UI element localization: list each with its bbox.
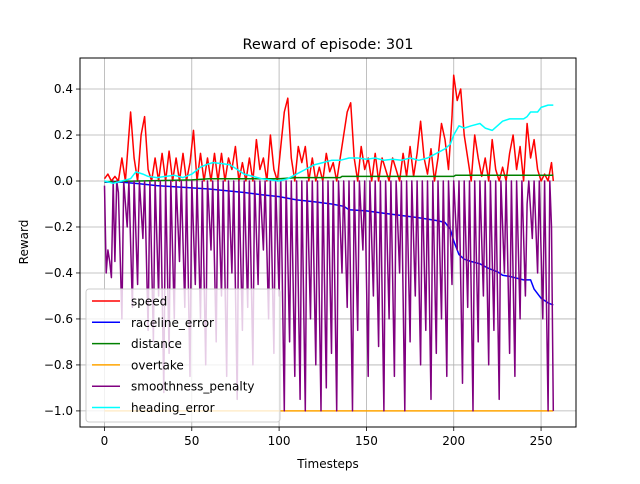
y-axis-label: Reward xyxy=(17,220,31,265)
x-tick-label: 0 xyxy=(101,434,109,448)
x-tick-label: 250 xyxy=(530,434,553,448)
legend-label-distance: distance xyxy=(131,337,182,351)
series-line-speed xyxy=(103,74,555,182)
y-axis-ticks: −1.0 −0.8 −0.6 −0.4 −0.2 0.0 0.2 0.4 xyxy=(44,82,80,418)
plot-area-frame xyxy=(79,57,577,428)
x-tick-label: 100 xyxy=(268,434,291,448)
x-tick-label: 150 xyxy=(355,434,378,448)
legend-label-speed: speed xyxy=(131,295,167,309)
legend-entries: speed raceline_error distance overtake smoot… xyxy=(92,295,255,415)
y-tick-label: −0.8 xyxy=(44,358,73,372)
y-tick-label: −1.0 xyxy=(44,404,73,418)
x-tick-label: 200 xyxy=(442,434,465,448)
legend: speed raceline_error distance overtake smoot… xyxy=(85,288,281,423)
legend-label-heading-error: heading_error xyxy=(131,401,215,415)
legend-box xyxy=(85,288,281,423)
legend-label-raceline-error: raceline_error xyxy=(131,316,214,330)
y-tick-label: 0.4 xyxy=(54,82,73,96)
legend-label-smoothness-penalty: smoothness_penalty xyxy=(131,380,255,394)
y-tick-label: 0.0 xyxy=(54,174,73,188)
x-tick-label: 50 xyxy=(184,434,199,448)
series-line-heading-error xyxy=(104,104,554,185)
legend-label-overtake: overtake xyxy=(131,358,184,372)
y-tick-label: −0.2 xyxy=(44,220,73,234)
x-axis-label: Timesteps xyxy=(296,457,359,471)
y-tick-label: −0.4 xyxy=(44,266,73,280)
y-tick-label: −0.6 xyxy=(44,312,73,326)
series-line-distance xyxy=(104,174,554,183)
x-axis-ticks: 0 50 100 150 200 250 xyxy=(101,427,553,448)
y-tick-label: 0.2 xyxy=(54,128,73,142)
chart-title: Reward of episode: 301 xyxy=(242,37,413,53)
